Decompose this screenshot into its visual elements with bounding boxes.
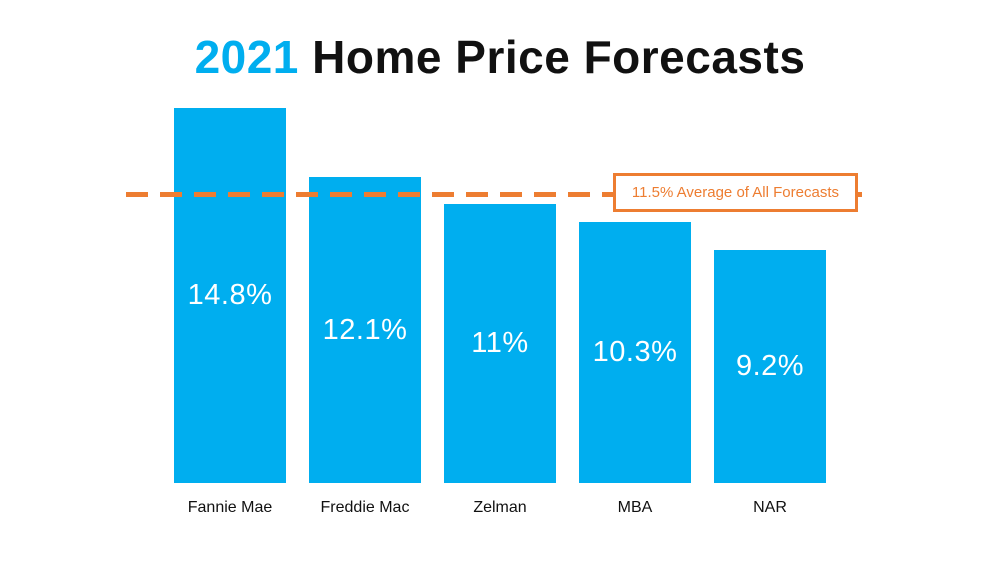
average-callout-label: 11.5% Average of All Forecasts: [631, 184, 839, 201]
category-label: NAR: [753, 499, 787, 516]
bar-chart: 11.5% Average of All Forecasts 14.8% 12.1…: [126, 88, 874, 528]
bar: 10.3%: [579, 222, 691, 483]
bar-value-label: 11%: [471, 327, 529, 359]
average-dashed-line: [126, 192, 874, 197]
category-label: Fannie Mae: [187, 499, 273, 516]
bar: 12.1%: [309, 177, 421, 483]
category-label: Zelman: [473, 499, 527, 516]
category-label: MBA: [617, 499, 653, 516]
title-year: 2021: [194, 31, 299, 83]
title-rest: Home Price Forecasts: [298, 31, 806, 83]
bar: 14.8%: [174, 108, 286, 483]
bar-value-label: 10.3%: [592, 336, 678, 368]
bars-container: 14.8% 12.1% 11% 10.3% 9.2%: [130, 88, 870, 483]
bar-value-label: 9.2%: [735, 350, 805, 382]
bar-value-label: 14.8%: [187, 279, 273, 311]
bar: 9.2%: [714, 250, 826, 483]
categories-row: Fannie Mae Freddie Mac Zelman MBA NAR: [130, 499, 870, 517]
bar: 11%: [444, 204, 556, 483]
category-label: Freddie Mac: [320, 499, 410, 516]
average-callout: 11.5% Average of All Forecasts: [612, 173, 858, 212]
bar-value-label: 12.1%: [322, 313, 408, 346]
page-title: 2021 Home Price Forecasts: [0, 30, 1000, 84]
